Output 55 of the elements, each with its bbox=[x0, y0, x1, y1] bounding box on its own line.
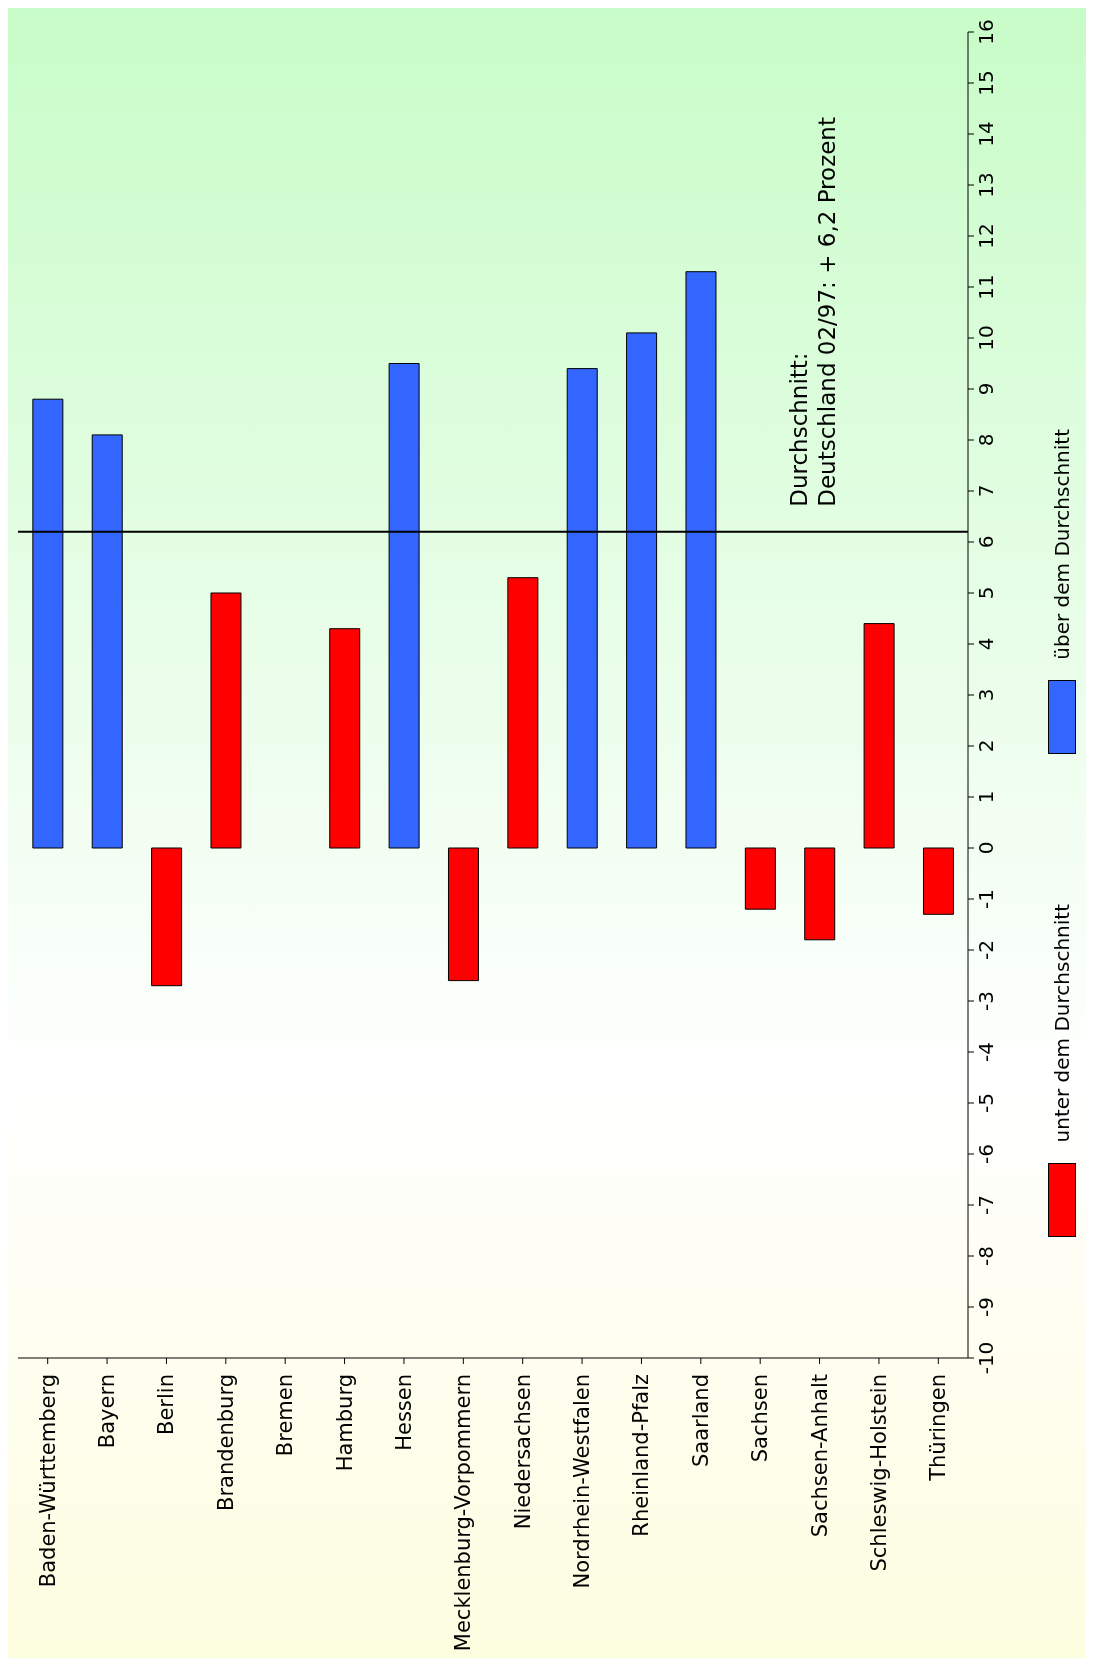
x-tick-label: Nordrhein-Westfalen bbox=[570, 1374, 595, 1589]
ref-line-label: Durchschnitt: Deutschland 02/97: + 6,2 Prozent bbox=[785, 117, 841, 507]
y-tick-label: 14 bbox=[974, 121, 998, 147]
x-tick-label: Rheinland-Pfalz bbox=[629, 1374, 654, 1537]
y-tick-label: 8 bbox=[974, 433, 998, 447]
y-tick-label: 11 bbox=[974, 274, 998, 300]
x-tick-label: Sachsen-Anhalt bbox=[807, 1374, 832, 1538]
x-tick-label: Saarland bbox=[688, 1374, 713, 1468]
bar bbox=[804, 847, 836, 941]
y-tick-label: 13 bbox=[974, 172, 998, 198]
y-tick-label: 6 bbox=[974, 535, 998, 549]
y-tick-label: 3 bbox=[974, 688, 998, 702]
bar bbox=[151, 847, 183, 987]
y-tick-label: -4 bbox=[974, 1042, 998, 1062]
y-tick-label: -9 bbox=[974, 1297, 998, 1317]
y-tick-label: -2 bbox=[974, 940, 998, 960]
y-tick-label: 9 bbox=[974, 382, 998, 396]
y-tick-label: 15 bbox=[974, 70, 998, 96]
y-tick-label: -1 bbox=[974, 889, 998, 909]
x-tick-label: Thüringen bbox=[926, 1374, 951, 1482]
y-tick-label: -6 bbox=[974, 1144, 998, 1164]
bar bbox=[863, 623, 895, 849]
x-tick-label: Hamburg bbox=[332, 1374, 357, 1472]
y-tick-label: -7 bbox=[974, 1195, 998, 1215]
x-tick-label: Mecklenburg-Vorpommern bbox=[451, 1374, 476, 1652]
y-tick-label: 10 bbox=[974, 325, 998, 351]
y-tick-label: 12 bbox=[974, 223, 998, 249]
bar bbox=[922, 847, 954, 915]
x-tick-label: Bremen bbox=[273, 1374, 298, 1457]
text: unter dem Durchschnitt bbox=[1050, 904, 1074, 1143]
y-tick-label: -3 bbox=[974, 991, 998, 1011]
bar bbox=[447, 847, 479, 982]
bar bbox=[507, 577, 539, 849]
x-tick-label: Niedersachsen bbox=[510, 1374, 535, 1530]
x-tick-label: Baden-Württemberg bbox=[35, 1374, 60, 1588]
x-tick-label: Berlin bbox=[154, 1374, 179, 1435]
y-tick-label: 0 bbox=[974, 841, 998, 855]
y-tick-label: 7 bbox=[974, 484, 998, 498]
y-tick-label: 1 bbox=[974, 790, 998, 804]
y-tick-label: -5 bbox=[974, 1093, 998, 1113]
y-tick-label: 5 bbox=[974, 586, 998, 600]
y-tick-label: 16 bbox=[974, 19, 998, 45]
bar bbox=[744, 847, 776, 910]
y-tick-label: -10 bbox=[974, 1341, 998, 1375]
bar bbox=[329, 628, 361, 849]
y-tick-label: 4 bbox=[974, 637, 998, 651]
x-tick-label: Hessen bbox=[391, 1374, 416, 1451]
text: über dem Durchschnitt bbox=[1050, 429, 1074, 661]
y-tick-label: -8 bbox=[974, 1246, 998, 1266]
x-tick-label: Brandenburg bbox=[213, 1374, 238, 1512]
x-tick-label: Sachsen bbox=[748, 1374, 773, 1463]
bar bbox=[210, 592, 242, 849]
y-tick-label: 2 bbox=[974, 739, 998, 753]
x-tick-label: Schleswig-Holstein bbox=[866, 1374, 891, 1572]
x-tick-label: Bayern bbox=[95, 1374, 120, 1449]
